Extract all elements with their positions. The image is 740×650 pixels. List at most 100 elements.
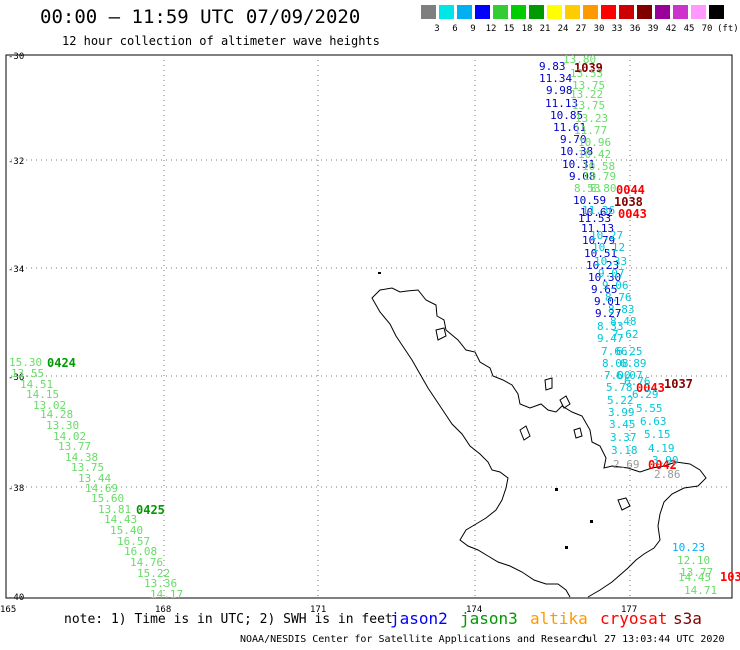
swh-reading: 10.96: [578, 136, 611, 149]
swh-reading: 11.53: [578, 212, 611, 225]
swh-reading: 15.30: [9, 356, 42, 369]
swh-reading: 13.23: [575, 112, 608, 125]
pass-time: 1039: [574, 61, 603, 75]
swh-reading: 14.38: [65, 451, 98, 464]
pass-time-labels: 1039 0044 1038 0043 0424 0043 1037 0042 …: [47, 61, 740, 584]
legend-swatch: [565, 5, 580, 19]
swh-reading: 11.34: [539, 72, 572, 85]
swh-reading: 3.37: [610, 431, 637, 444]
swh-reading: 9.70: [560, 133, 587, 146]
swh-reading: 9.83: [539, 60, 566, 73]
swh-reading: 8.83: [608, 303, 635, 316]
swh-reading: 6.25: [616, 345, 643, 358]
legend-swatch: [673, 5, 688, 19]
legend-swatch-label: 12: [485, 24, 497, 34]
swh-reading: 9.06: [602, 279, 629, 292]
swh-reading: 8.08: [602, 357, 629, 370]
swh-reading: 8.76: [605, 291, 632, 304]
lon-label: 174: [466, 605, 482, 615]
legend-swatch-label: 15: [503, 24, 515, 34]
swh-reading: 9.08: [569, 170, 596, 183]
swh-reading: 8.48: [610, 315, 637, 328]
swh-reading: 5.55: [636, 402, 663, 415]
island-dot: [378, 272, 381, 274]
swh-reading: 5.15: [644, 428, 671, 441]
swh-reading: 14.71: [684, 584, 717, 597]
swh-reading: 2.69: [613, 458, 640, 471]
swh-reading: 6.29: [632, 388, 659, 401]
legend-swatch: [475, 5, 490, 19]
swh-reading: 10.30: [588, 271, 621, 284]
swh-reading: 10.79: [582, 234, 615, 247]
pass-time: 103: [720, 570, 740, 584]
swh-reading: 9.27: [595, 307, 622, 320]
longitude-labels: 165 168 171 174 177: [0, 605, 637, 615]
swh-reading: 10.38: [560, 145, 593, 158]
swh-reading: 13.75: [572, 79, 605, 92]
lat-label: -38: [8, 484, 24, 494]
swh-reading: 14.76: [130, 556, 163, 569]
satellite-legend-altika: altika: [530, 609, 588, 628]
pass-time: 0424: [47, 356, 76, 370]
legend-swatch-label: 27: [575, 24, 587, 34]
swh-reading: 10.51: [584, 247, 617, 260]
swh-reading: 13.75: [71, 461, 104, 474]
swh-reading: 10.85: [550, 109, 583, 122]
track-cyan: 8.33 9.47 7.66 8.08 7.00 5.78 5.22 3.99 …: [582, 204, 679, 467]
legend-swatch-label: 39: [647, 24, 659, 34]
swh-reading: 9.65: [591, 283, 618, 296]
swh-reading: 10.33: [594, 255, 627, 268]
swh-reading: 6.07: [616, 369, 643, 382]
swh-reading: 14.43: [104, 513, 137, 526]
swh-reading: 11.36: [582, 204, 615, 217]
legend-swatch: [493, 5, 508, 19]
pass-time: 0043: [618, 207, 647, 221]
coastline-north-island: [371, 287, 707, 598]
swh-reading: 12.10: [677, 554, 710, 567]
swh-reading: 3.99: [608, 406, 635, 419]
swh-reading: 14.15: [26, 388, 59, 401]
swh-reading: 7.00: [604, 369, 631, 382]
map-subtitle: 12 hour collection of altimeter wave hei…: [62, 34, 380, 48]
swh-reading: 3.45: [609, 418, 636, 431]
legend-swatch-label: 9: [470, 24, 476, 34]
lat-label: -34: [8, 265, 24, 275]
swh-reading: 14.51: [20, 378, 53, 391]
legend-swatch-label: 70: [701, 24, 713, 34]
legend-swatch-label: 36: [629, 24, 641, 34]
legend-swatch: [511, 5, 526, 19]
swh-reading: 9.07: [598, 267, 625, 280]
lat-label: -40: [8, 593, 24, 603]
swh-reading: 10.62: [580, 206, 613, 219]
swh-reading: 3.90: [652, 454, 679, 467]
legend-swatch: [709, 5, 724, 19]
pass-time: 0044: [616, 183, 645, 197]
legend-swatch: [457, 5, 472, 19]
swh-reading: 13.77: [680, 566, 713, 579]
satellite-legend-jason2: jason2: [390, 609, 448, 628]
swh-reading: 11.13: [545, 97, 578, 110]
lon-label: 168: [155, 605, 171, 615]
legend-swatch: [421, 5, 436, 19]
swh-reading: 6.76: [624, 375, 651, 388]
swh-reading: 2.86: [654, 468, 681, 481]
legend-swatch-label: 6: [452, 24, 458, 34]
track-blue: 9.83 11.34 9.98 11.13 10.85 11.61 9.70 1…: [539, 60, 622, 320]
swh-reading: 11.77: [574, 124, 607, 137]
swh-reading: 10.23: [672, 541, 705, 554]
map-title: 00:00 – 11:59 UTC 07/09/2020: [40, 6, 361, 28]
swh-reading: 14.02: [53, 430, 86, 443]
legend-swatch: [529, 5, 544, 19]
swh-reading: 14.28: [40, 408, 73, 421]
lon-label: 171: [310, 605, 326, 615]
swh-reading: 7.62: [612, 328, 639, 341]
swh-reading: 15.22: [137, 567, 170, 580]
map-frame: [5, 54, 733, 599]
swh-reading: 13.53: [570, 67, 603, 80]
legend-unit: (ft): [717, 24, 739, 34]
track-southeast: 10.23 12.10 13.77 14.45 14.71: [672, 541, 717, 597]
pass-time: 0043: [636, 381, 665, 395]
credit-line: NOAA/NESDIS Center for Satellite Applica…: [240, 634, 590, 645]
swh-reading: 6.89: [620, 357, 647, 370]
legend-swatch-label: 3: [434, 24, 440, 34]
